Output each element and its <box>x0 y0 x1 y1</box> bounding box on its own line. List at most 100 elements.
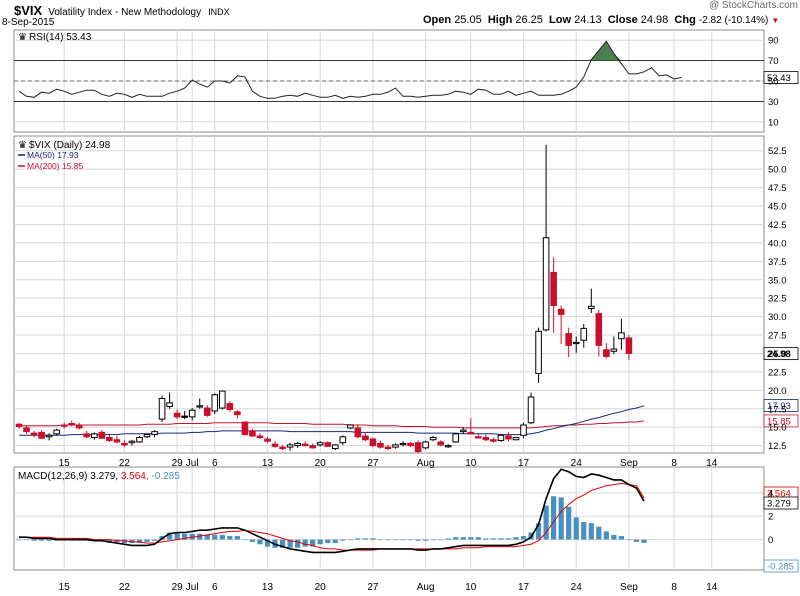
macd-histogram-bar <box>121 539 128 544</box>
x-tick-label: Jul <box>186 458 199 469</box>
candlestick <box>347 424 354 430</box>
candlestick <box>527 392 535 425</box>
candle-body <box>91 433 98 439</box>
macd-histogram-bar <box>340 539 346 541</box>
macd-histogram-bar <box>385 539 391 541</box>
candle-body <box>550 271 557 307</box>
candle-body <box>520 424 527 436</box>
candle-body <box>279 446 286 450</box>
macd-y-tick-label: 0 <box>768 535 773 546</box>
price-y-tick-label: 47.5 <box>768 183 787 194</box>
macd-histogram-bar <box>633 539 640 542</box>
macd-histogram-bar <box>362 538 368 540</box>
price-y-tick-label: 30.0 <box>768 312 787 323</box>
x-tick-label: 20 <box>315 458 327 469</box>
price-panel-frame <box>13 135 765 454</box>
x-tick-label: 29 <box>172 458 184 469</box>
candlestick <box>203 405 211 417</box>
price-y-tick-label: 25.0 <box>768 349 787 360</box>
candle-body <box>512 437 520 441</box>
candlestick <box>173 409 181 420</box>
x-tick-label: 17 <box>518 582 530 593</box>
price-y-tick-label: 45.0 <box>768 202 787 213</box>
candlestick <box>362 432 369 442</box>
macd-histogram-bar <box>355 538 361 540</box>
macd-histogram-bar <box>167 532 173 540</box>
rsi-title: RSI(14) 53.43 <box>29 32 92 43</box>
candlestick <box>286 442 294 451</box>
macd-histogram-bar <box>460 537 466 540</box>
candle-body <box>128 440 136 444</box>
macd-histogram-bar <box>204 534 210 540</box>
candlestick <box>475 433 482 439</box>
candlestick <box>45 433 53 441</box>
candlestick <box>557 305 565 344</box>
candle-body <box>542 237 550 331</box>
price-last-value-box <box>763 347 799 361</box>
candlestick <box>603 343 610 359</box>
x-tick-label: Sep <box>620 458 638 469</box>
candle-body <box>188 409 196 418</box>
candle-body <box>407 442 414 447</box>
candlestick <box>188 408 196 421</box>
candlestick <box>181 410 188 420</box>
macd-histogram-bar <box>46 539 52 541</box>
macd-histogram-bar <box>513 537 519 540</box>
price-last-value-box <box>763 399 799 412</box>
candle-body <box>23 427 30 433</box>
macd-histogram-bar <box>603 531 609 540</box>
candlestick <box>580 323 588 348</box>
symbol-label: $VIX <box>14 3 43 18</box>
macd-histogram-bar <box>287 539 293 548</box>
macd-histogram-bar <box>242 539 248 541</box>
candlestick <box>324 441 332 448</box>
candle-body <box>459 429 467 433</box>
macd-histogram-bar <box>626 539 632 541</box>
candlestick <box>625 335 633 361</box>
candlestick <box>264 436 271 443</box>
candlestick <box>128 439 136 446</box>
price-y-tick-label: 40.0 <box>768 238 787 249</box>
candle-body <box>444 445 452 448</box>
macd-histogram-bar <box>445 538 451 540</box>
candlestick <box>234 410 241 419</box>
candlestick <box>256 433 264 439</box>
candlestick <box>226 401 234 412</box>
macd-histogram-bar <box>490 538 496 540</box>
macd-histogram-bar <box>129 539 135 544</box>
low-label: Low <box>549 14 572 26</box>
candlestick <box>339 435 347 445</box>
macd-histogram-bar <box>23 539 30 541</box>
candle-body <box>377 442 384 448</box>
candle-body <box>565 333 572 346</box>
x-tick-label: 14 <box>706 458 718 469</box>
macd-histogram-bar <box>641 539 647 543</box>
candlestick <box>23 425 30 434</box>
price-last-value: 15.85 <box>767 416 791 427</box>
candlestick <box>377 440 384 449</box>
candle-body <box>339 436 347 444</box>
instrument-name: Volatility Index - New Methodology <box>48 7 202 18</box>
price-y-tick-label: 20.0 <box>768 386 787 397</box>
x-tick-label: 8 <box>671 458 677 469</box>
price-last-value: 17.93 <box>767 401 791 412</box>
x-tick-label: 13 <box>262 582 274 593</box>
candlestick <box>158 395 166 423</box>
rsi-line <box>18 40 682 99</box>
macd-histogram-bar <box>234 536 240 540</box>
candle-body <box>83 433 91 438</box>
macd-histogram-bar <box>520 536 527 540</box>
change-label: Chg <box>674 14 696 26</box>
macd-histogram-bar <box>302 539 308 547</box>
candle-body <box>309 445 316 449</box>
rsi-last-value-box <box>763 71 799 84</box>
candlestick <box>437 440 444 447</box>
candle-body <box>331 444 339 450</box>
chart-header: $VIX Volatility Index - New Methodology … <box>14 3 230 18</box>
candle-body <box>595 313 603 346</box>
candlestick <box>505 432 512 442</box>
candlestick <box>309 443 316 449</box>
macd-histogram-bar <box>317 539 323 545</box>
macd-histogram-bar <box>573 517 579 540</box>
